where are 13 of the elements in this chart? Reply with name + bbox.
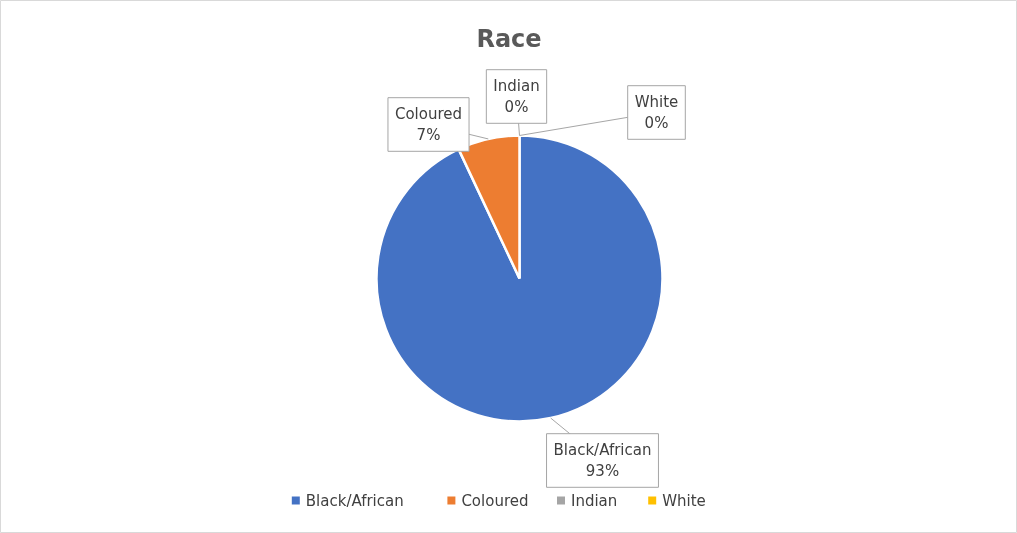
text: 0% xyxy=(504,98,529,117)
category-label: White xyxy=(634,92,679,111)
text: 0% xyxy=(644,114,669,133)
slice-label: Black/African xyxy=(553,440,652,459)
legend-label: Coloured xyxy=(461,491,529,510)
chart-title: Race xyxy=(476,24,542,53)
legend-label: Black/African xyxy=(305,491,404,510)
category-label: Indian xyxy=(493,76,540,95)
legend-label: White xyxy=(662,491,706,510)
legend-label: Indian xyxy=(571,491,618,510)
data-label: 93% xyxy=(585,462,620,481)
slice-label: Coloured xyxy=(394,104,463,123)
data-label: 7% xyxy=(416,126,441,145)
